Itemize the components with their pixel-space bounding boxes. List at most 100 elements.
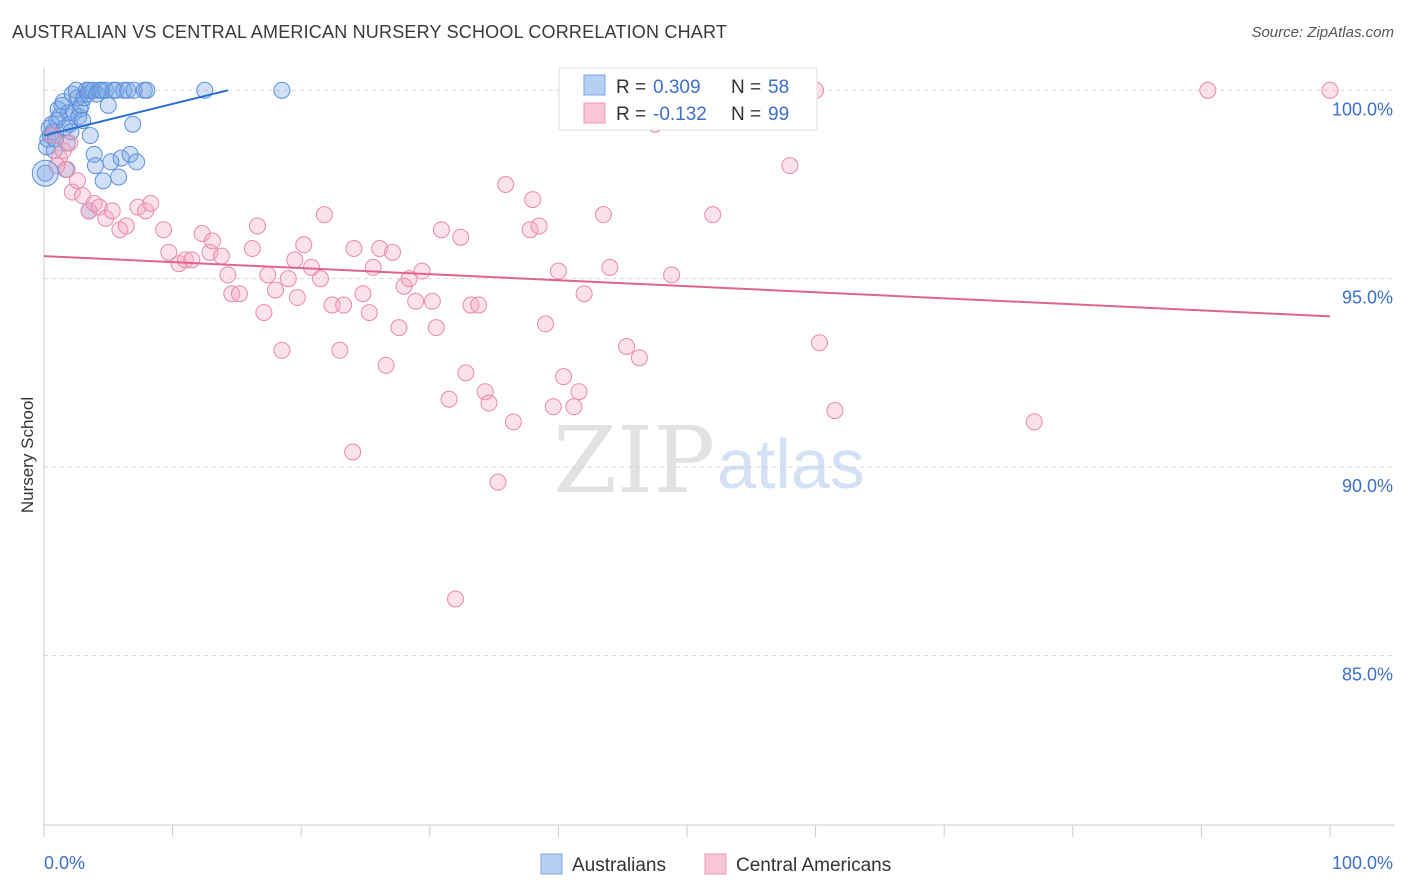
australians-point [31, 159, 59, 187]
central-americans-point [323, 296, 341, 314]
central-americans-point [1321, 81, 1339, 99]
central-americans-point [354, 285, 372, 303]
australians-point [80, 81, 98, 99]
central-americans-point [781, 157, 799, 175]
central-americans-point [243, 240, 261, 258]
y-tick-label: 95.0% [1342, 288, 1393, 308]
central-americans-point [427, 319, 445, 337]
legend-label-central-americans: Central Americans [736, 855, 891, 876]
central-americans-point [255, 304, 273, 322]
y-tick-label: 85.0% [1342, 664, 1393, 684]
central-americans-point [315, 206, 333, 224]
central-americans-point [565, 398, 583, 416]
central-americans-point [129, 198, 147, 216]
central-americans-point [530, 217, 548, 235]
watermark-atlas: atlas [717, 425, 865, 503]
central-americans-point [413, 262, 431, 280]
central-americans-point [155, 221, 173, 239]
central-americans-point [273, 341, 291, 359]
stats-n-value-1: 58 [768, 77, 789, 98]
central-americans-point [470, 296, 488, 314]
watermark: ZIP atlas [553, 407, 865, 514]
chart-title: AUSTRALIAN VS CENTRAL AMERICAN NURSERY S… [12, 22, 728, 42]
central-americans-point [259, 266, 277, 284]
australians-point [93, 81, 111, 99]
central-americans-point [575, 285, 593, 303]
data-points [31, 81, 1339, 608]
central-americans-point [219, 266, 237, 284]
central-americans-point [142, 194, 160, 212]
central-americans-point [288, 289, 306, 307]
stats-n-label-1: N = [731, 77, 761, 98]
central-americans-point [384, 243, 402, 261]
australians-point [102, 153, 120, 171]
series-legend: Australians Central Americans [540, 853, 891, 876]
central-americans-point [335, 296, 353, 314]
legend-label-australians: Australians [572, 855, 666, 876]
central-americans-point [68, 172, 86, 190]
central-americans-point [452, 228, 470, 246]
central-americans-point [497, 175, 515, 193]
australians-point [81, 127, 99, 145]
central-americans-point [1199, 81, 1217, 99]
australians-point [125, 81, 143, 99]
stats-legend: R = 0.309 N = 58 R = -0.132 N = 99 [558, 67, 818, 131]
central-americans-point [203, 232, 221, 250]
trend-lines [43, 89, 1331, 318]
central-americans-point [480, 394, 498, 412]
central-americans-point [432, 221, 450, 239]
stats-r-value-1: 0.309 [653, 77, 701, 98]
central-americans-point [457, 364, 475, 382]
central-americans-point [570, 383, 588, 401]
legend-swatch-australians [540, 853, 563, 875]
stats-legend-swatch-central-americans [583, 102, 606, 124]
y-tick-label: 90.0% [1342, 476, 1393, 496]
axes [43, 68, 1395, 837]
central-americans-point [266, 281, 284, 299]
central-americans-point [364, 258, 382, 276]
grid-lines [44, 89, 1395, 656]
central-americans-point [521, 221, 539, 239]
central-americans-point [594, 206, 612, 224]
central-americans-point [826, 402, 844, 420]
central-americans-trend-line [43, 255, 1331, 318]
central-americans-point [601, 258, 619, 276]
central-americans-point [555, 368, 573, 386]
central-americans-point [331, 341, 349, 359]
australians-point [128, 153, 146, 171]
central-americans-point [286, 251, 304, 269]
central-americans-point [117, 217, 135, 235]
australians-point [110, 168, 128, 186]
central-americans-point [407, 292, 425, 310]
x-tick-label: 0.0% [44, 853, 85, 873]
central-americans-point [48, 157, 66, 175]
central-americans-point [212, 247, 230, 265]
central-americans-point [544, 398, 562, 416]
stats-legend-swatch-australians [583, 74, 606, 96]
central-americans-point [183, 251, 201, 269]
central-americans-point [377, 356, 395, 374]
y-tick-label: 100.0% [1332, 99, 1393, 119]
central-americans-point [295, 236, 313, 254]
x-tick-label: 100.0% [1332, 853, 1393, 873]
legend-swatch-central-americans [704, 853, 727, 875]
central-americans-point [663, 266, 681, 284]
central-americans-point [279, 270, 297, 288]
central-americans-point [476, 383, 494, 401]
australians-point [99, 96, 117, 114]
source-label: Source: ZipAtlas.com [1251, 24, 1394, 41]
central-americans-point [549, 262, 567, 280]
central-americans-point [345, 240, 363, 258]
central-americans-point [618, 338, 636, 356]
australians-trend-line [43, 89, 229, 137]
central-americans-point [390, 319, 408, 337]
central-americans-point [400, 270, 418, 288]
tick-labels: 100.0% 95.0% 90.0% 85.0% 0.0% 100.0% [44, 99, 1393, 873]
australians-point [273, 81, 291, 99]
central-americans-point [63, 183, 81, 201]
central-americans-point [489, 473, 507, 491]
central-americans-point [537, 315, 555, 333]
central-americans-point [504, 413, 522, 431]
central-americans-point [423, 292, 441, 310]
central-americans-point [524, 191, 542, 209]
